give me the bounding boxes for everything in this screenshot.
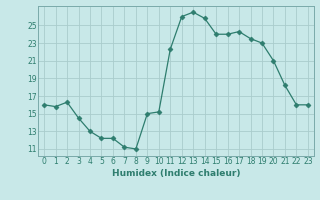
X-axis label: Humidex (Indice chaleur): Humidex (Indice chaleur) [112,169,240,178]
